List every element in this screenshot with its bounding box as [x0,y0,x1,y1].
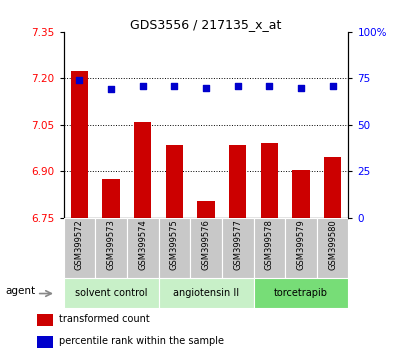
Bar [253,218,285,278]
Text: GSM399572: GSM399572 [75,219,84,270]
Text: GSM399579: GSM399579 [296,219,305,270]
Text: solvent control: solvent control [74,288,147,298]
Bar [228,145,246,218]
Text: GSM399580: GSM399580 [327,219,336,270]
Text: angiotensin II: angiotensin II [173,288,238,298]
Text: percentile rank within the sample: percentile rank within the sample [59,336,224,346]
Bar [37,336,53,348]
Point [234,83,240,88]
Bar [253,278,348,308]
Point [202,85,209,91]
Text: GSM399576: GSM399576 [201,219,210,270]
Title: GDS3556 / 217135_x_at: GDS3556 / 217135_x_at [130,18,281,31]
Bar [70,70,88,218]
Bar [260,143,277,218]
Bar [63,218,95,278]
Text: torcetrapib: torcetrapib [273,288,327,298]
Bar [158,218,190,278]
Bar [323,157,341,218]
Point [76,78,83,83]
Text: GSM399573: GSM399573 [106,219,115,270]
Bar [126,218,158,278]
Text: agent: agent [5,286,35,296]
Bar [37,314,53,326]
Bar [292,170,309,218]
Bar [165,145,183,218]
Bar [190,218,221,278]
Point [297,85,303,91]
Text: GSM399575: GSM399575 [169,219,178,270]
Bar [316,218,348,278]
Text: GSM399577: GSM399577 [233,219,242,270]
Bar [134,122,151,218]
Bar [63,278,158,308]
Point [171,83,177,88]
Point [139,83,146,88]
Point [108,87,114,92]
Text: GSM399574: GSM399574 [138,219,147,270]
Point [328,83,335,88]
Text: transformed count: transformed count [59,314,150,324]
Point [265,83,272,88]
Bar [102,179,119,218]
Bar [221,218,253,278]
Bar [158,278,253,308]
Bar [197,201,214,218]
Bar [285,218,316,278]
Bar [95,218,126,278]
Text: GSM399578: GSM399578 [264,219,273,270]
